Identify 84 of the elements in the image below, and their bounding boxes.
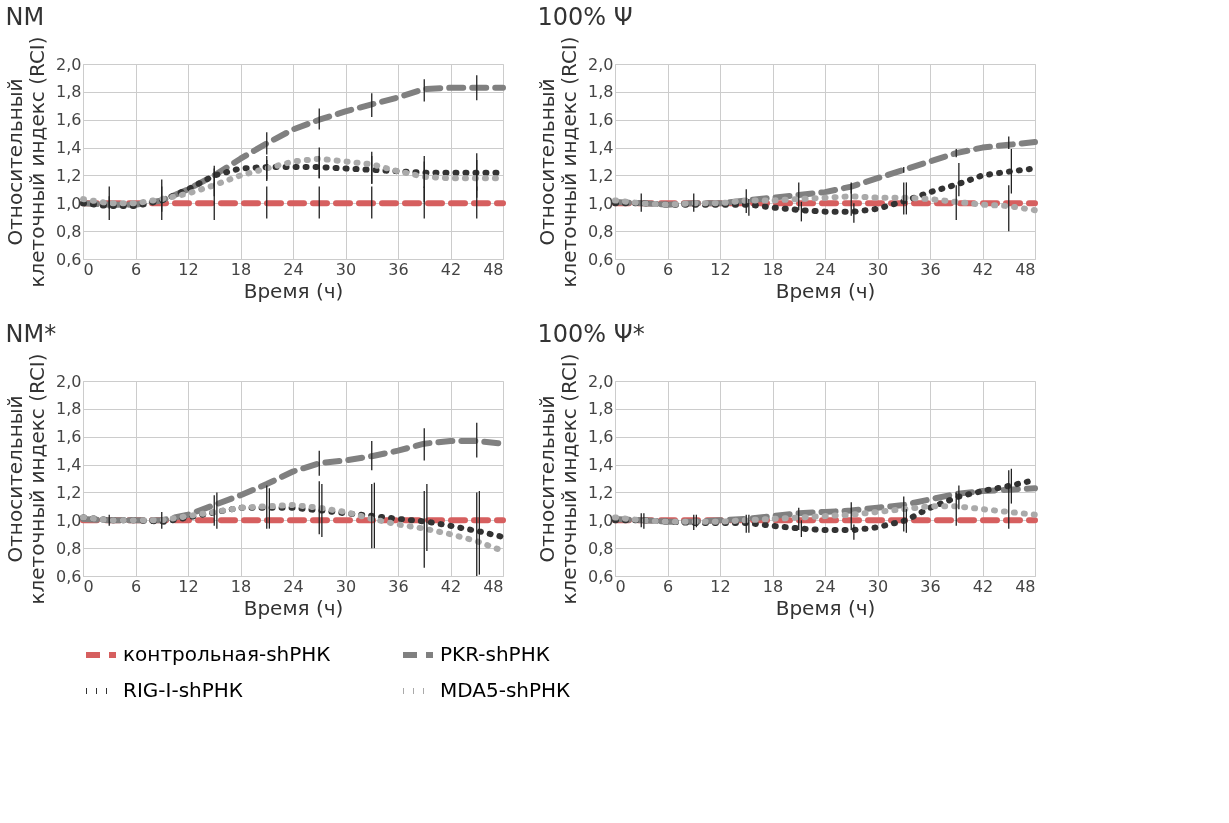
y-tick-label: 1,2	[588, 482, 614, 502]
y-tick-label: 1,6	[56, 110, 82, 130]
y-axis-title: Относительный клеточный индекс (RCI)	[535, 353, 582, 605]
chart-title: NM	[5, 2, 45, 31]
x-tick-label: 24	[815, 259, 836, 279]
y-tick-label: 1,0	[588, 510, 614, 530]
x-tick-label: 6	[662, 576, 674, 596]
x-tick-label: 42	[972, 576, 994, 596]
x-tick-label: 42	[440, 576, 462, 596]
y-tick-label: 0,8	[56, 538, 82, 558]
y-tick-label: 0,6	[56, 249, 82, 269]
legend-label: контрольная-shРНК	[123, 642, 331, 666]
y-tick-label: 0,8	[56, 221, 82, 241]
x-tick-label: 12	[178, 576, 199, 596]
y-axis-title: Относительный клеточный индекс (RCI)	[3, 353, 50, 605]
y-tick-label: 0,8	[588, 221, 614, 241]
x-tick-label: 30	[335, 259, 357, 279]
y-tick-label: 2,0	[56, 54, 82, 74]
y-tick-label: 2,0	[56, 371, 82, 391]
x-tick-label: 36	[920, 576, 941, 596]
x-tick-label: 24	[283, 576, 304, 596]
x-tick-label: 12	[710, 259, 731, 279]
x-tick-label: 18	[762, 576, 784, 596]
x-axis-title: Время (ч)	[243, 595, 344, 620]
y-tick-label: 1,8	[56, 82, 82, 102]
x-tick-label: 36	[388, 576, 409, 596]
y-tick-label: 1,0	[56, 510, 82, 530]
y-tick-label: 1,6	[588, 427, 614, 447]
x-tick-label: 42	[440, 259, 462, 279]
y-tick-label: 1,8	[56, 399, 82, 419]
x-tick-label: 0	[83, 576, 94, 596]
chart-title: 100% Ψ	[537, 2, 633, 31]
y-tick-label: 1,6	[56, 427, 82, 447]
x-tick-label: 18	[230, 259, 252, 279]
x-tick-label: 30	[867, 576, 889, 596]
y-tick-label: 1,6	[588, 110, 614, 130]
y-tick-label: 1,4	[588, 455, 614, 475]
chart-title: 100% Ψ*	[537, 319, 645, 348]
x-tick-label: 24	[283, 259, 304, 279]
x-tick-label: 18	[230, 576, 252, 596]
legend-label: MDA5-shРНК	[440, 678, 571, 702]
y-tick-label: 0,6	[56, 566, 82, 586]
x-tick-label: 18	[762, 259, 784, 279]
y-tick-label: 1,0	[56, 193, 82, 213]
y-tick-label: 1,2	[56, 482, 82, 502]
y-tick-label: 1,2	[588, 165, 614, 185]
x-tick-label: 30	[335, 576, 357, 596]
y-tick-label: 1,8	[588, 399, 614, 419]
y-tick-label: 1,4	[56, 455, 82, 475]
x-tick-label: 48	[1015, 576, 1036, 596]
x-tick-label: 42	[972, 259, 994, 279]
x-tick-label: 12	[178, 259, 199, 279]
x-tick-label: 30	[867, 259, 889, 279]
y-tick-label: 1,0	[588, 193, 614, 213]
y-tick-label: 2,0	[588, 54, 614, 74]
chart-title: NM*	[5, 319, 57, 348]
x-tick-label: 48	[483, 259, 504, 279]
x-tick-label: 0	[83, 259, 94, 279]
x-tick-label: 48	[1015, 259, 1036, 279]
y-tick-label: 1,2	[56, 165, 82, 185]
legend-label: RIG-I-shРНК	[123, 678, 244, 702]
x-tick-label: 48	[483, 576, 504, 596]
y-tick-label: 0,8	[588, 538, 614, 558]
y-tick-label: 0,6	[588, 566, 614, 586]
x-tick-label: 0	[615, 576, 626, 596]
y-tick-label: 1,4	[56, 138, 82, 158]
x-axis-title: Время (ч)	[775, 595, 876, 620]
y-axis-title: Относительный клеточный индекс (RCI)	[535, 36, 582, 288]
x-tick-label: 12	[710, 576, 731, 596]
y-tick-label: 1,8	[588, 82, 614, 102]
x-axis-title: Время (ч)	[243, 278, 344, 303]
y-axis-title: Относительный клеточный индекс (RCI)	[3, 36, 50, 288]
x-tick-label: 6	[130, 259, 142, 279]
x-tick-label: 36	[388, 259, 409, 279]
x-tick-label: 6	[662, 259, 674, 279]
legend-label: PKR-shРНК	[440, 642, 550, 666]
y-tick-label: 2,0	[588, 371, 614, 391]
x-axis-title: Время (ч)	[775, 278, 876, 303]
x-tick-label: 0	[615, 259, 626, 279]
x-tick-label: 24	[815, 576, 836, 596]
y-tick-label: 0,6	[588, 249, 614, 269]
x-tick-label: 36	[920, 259, 941, 279]
x-tick-label: 6	[130, 576, 142, 596]
y-tick-label: 1,4	[588, 138, 614, 158]
